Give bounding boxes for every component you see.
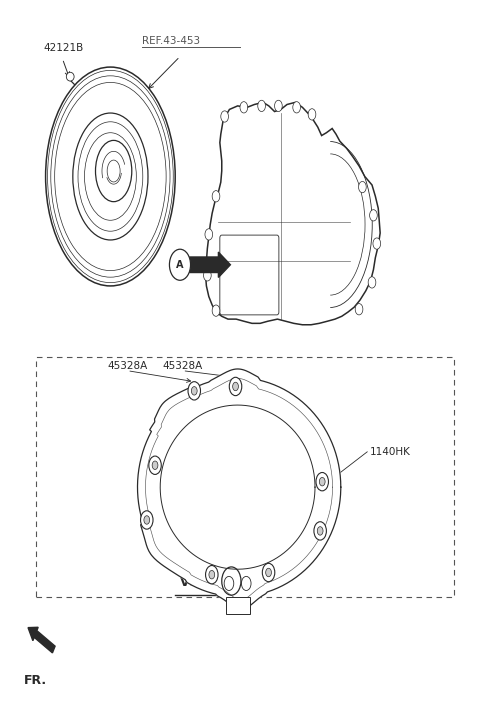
Circle shape xyxy=(258,100,265,112)
Polygon shape xyxy=(205,102,380,325)
Bar xyxy=(36,357,454,597)
FancyArrow shape xyxy=(190,252,230,277)
Ellipse shape xyxy=(66,72,74,81)
Text: VIEW: VIEW xyxy=(180,576,221,589)
Circle shape xyxy=(141,510,153,530)
Circle shape xyxy=(224,576,234,590)
Polygon shape xyxy=(160,405,315,569)
Polygon shape xyxy=(137,369,341,609)
Text: 45328A: 45328A xyxy=(107,361,147,371)
Circle shape xyxy=(293,102,300,113)
Text: REF.43-453: REF.43-453 xyxy=(142,36,200,46)
Circle shape xyxy=(266,568,272,577)
Circle shape xyxy=(212,305,220,316)
Circle shape xyxy=(314,522,326,540)
Text: 45000A: 45000A xyxy=(262,124,301,134)
Circle shape xyxy=(169,249,191,280)
Circle shape xyxy=(188,382,201,400)
Circle shape xyxy=(308,109,316,120)
Circle shape xyxy=(359,181,366,193)
Circle shape xyxy=(205,566,218,584)
Circle shape xyxy=(233,382,239,390)
Circle shape xyxy=(241,576,251,590)
Circle shape xyxy=(355,304,363,315)
Circle shape xyxy=(204,270,211,281)
Text: A: A xyxy=(228,576,235,586)
Circle shape xyxy=(192,387,197,395)
Circle shape xyxy=(149,456,161,474)
Circle shape xyxy=(319,477,325,486)
Circle shape xyxy=(275,100,282,112)
Circle shape xyxy=(373,238,381,249)
Ellipse shape xyxy=(107,160,120,182)
Circle shape xyxy=(229,377,242,395)
Circle shape xyxy=(368,277,376,288)
Text: A: A xyxy=(176,260,184,270)
FancyArrow shape xyxy=(28,627,55,653)
Circle shape xyxy=(316,472,328,491)
Polygon shape xyxy=(226,597,250,614)
Text: 45328A: 45328A xyxy=(162,361,203,371)
Ellipse shape xyxy=(73,113,148,240)
Circle shape xyxy=(221,111,228,122)
Circle shape xyxy=(212,191,220,202)
Text: FR.: FR. xyxy=(24,674,47,687)
Circle shape xyxy=(370,210,377,221)
Circle shape xyxy=(152,461,158,469)
Ellipse shape xyxy=(46,67,175,286)
Ellipse shape xyxy=(96,140,132,202)
Circle shape xyxy=(240,102,248,113)
Circle shape xyxy=(262,563,275,582)
Text: 1140HK: 1140HK xyxy=(370,447,410,457)
Text: 42121B: 42121B xyxy=(43,43,84,53)
Circle shape xyxy=(205,229,213,240)
Circle shape xyxy=(209,570,215,579)
Circle shape xyxy=(144,515,150,524)
Circle shape xyxy=(317,527,323,535)
